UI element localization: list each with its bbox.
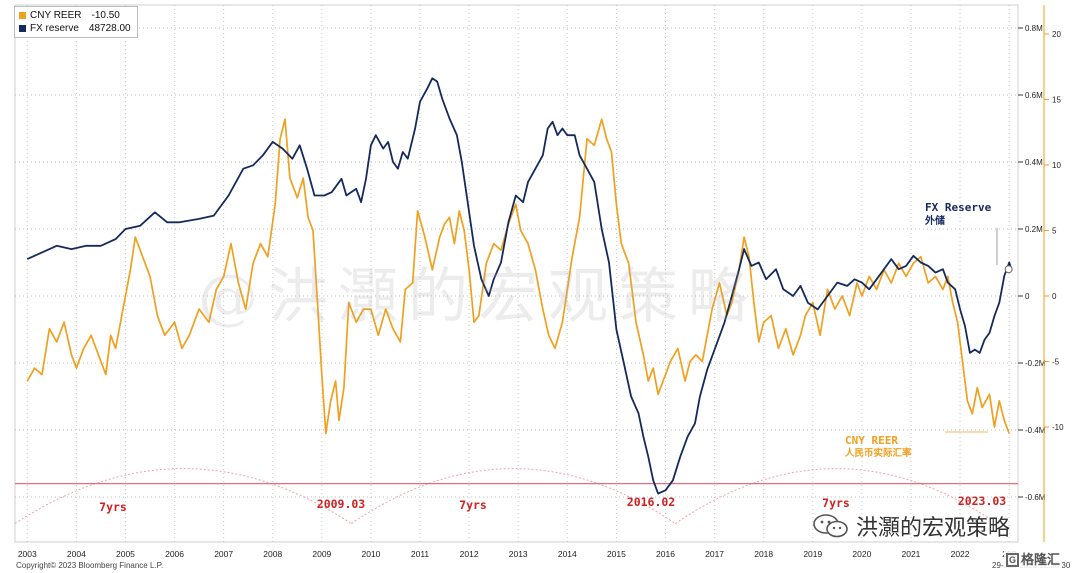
legend-swatch-fx-reserve <box>19 25 26 32</box>
legend-value-fx-reserve: 48728.00 <box>88 23 131 34</box>
legend: CNY REER -10.50 FX reserve 48728.00 <box>14 6 138 38</box>
annotation-fx-reserve: FX Reserve <box>925 201 992 214</box>
annotation-cny-reer-cn: 人民币实际汇率 <box>845 447 912 459</box>
y-left-tick-label: -0.6M <box>1025 493 1046 502</box>
x-tick-label: 2009 <box>312 549 331 559</box>
x-tick-label: 2015 <box>607 549 626 559</box>
y-right-tick-label: 10 <box>1052 161 1061 170</box>
x-tick-label: 2006 <box>165 549 184 559</box>
legend-label-cny-reer: CNY REER <box>30 10 82 21</box>
gelonghui-icon: G <box>1006 553 1020 567</box>
y-left-tick-label: 0.2M <box>1025 225 1043 234</box>
wechat-icon <box>813 514 848 538</box>
x-tick-label: 2022 <box>951 549 970 559</box>
copyright: Copyright© 2023 Bloomberg Finance L.P. <box>16 561 164 570</box>
series-line-fx-reserve <box>26 77 1013 495</box>
x-tick-label: 2010 <box>361 549 380 559</box>
x-tick-label: 2014 <box>558 549 577 559</box>
y-right-tick-label: 5 <box>1052 227 1057 236</box>
x-tick-label: 2020 <box>852 549 871 559</box>
x-tick-label: 2018 <box>754 549 773 559</box>
annotation-7yrs: 7yrs <box>99 500 127 514</box>
annotation-202303: 2023.03 <box>958 494 1007 508</box>
x-tick-label: 2012 <box>460 549 479 559</box>
x-tick-label: 2016 <box>656 549 675 559</box>
source-badge-label: 格隆汇 <box>1021 552 1061 567</box>
y-left-tick-label: 0.6M <box>1025 91 1043 100</box>
annotation-7yrs: 7yrs <box>459 498 487 512</box>
y-left-tick-label: 0.4M <box>1025 158 1043 167</box>
annotation-7yrs: 7yrs <box>822 496 850 510</box>
y-right-tick-label: 15 <box>1052 96 1061 105</box>
x-tick-label: 2017 <box>705 549 724 559</box>
y-right-tick-label: -5 <box>1052 358 1060 367</box>
x-tick-label: 2004 <box>67 549 86 559</box>
x-tick-label: 2008 <box>263 549 282 559</box>
y-left-tick-label: 0.8M <box>1025 24 1043 33</box>
annotation-fx-reserve-cn: 外储 <box>924 214 945 227</box>
plot-area <box>14 4 1019 543</box>
legend-item-fx-reserve: FX reserve 48728.00 <box>19 22 131 35</box>
annotation-201602: 2016.02 <box>627 495 675 509</box>
series-line-cny-reer <box>26 118 1010 435</box>
x-tick-label: 2013 <box>509 549 528 559</box>
y-right-tick-label: 0 <box>1052 292 1057 301</box>
x-tick-label: 2021 <box>902 549 921 559</box>
y-left-tick-label: -0.2M <box>1025 359 1046 368</box>
x-tick-label: 2003 <box>18 549 37 559</box>
legend-swatch-cny-reer <box>19 12 26 19</box>
legend-value-cny-reer: -10.50 <box>91 10 120 21</box>
annotation-cny-reer: CNY REER <box>845 434 898 447</box>
x-tick-label: 2019 <box>803 549 822 559</box>
fx-reserve-marker <box>1004 265 1013 274</box>
x-tick-label: 2011 <box>411 549 430 559</box>
y-right-tick-label: -10 <box>1052 423 1064 432</box>
cycle-arc <box>14 468 352 525</box>
legend-item-cny-reer: CNY REER -10.50 <box>19 9 131 22</box>
brand-signature: 洪灝的宏观策略 <box>812 510 1010 542</box>
legend-label-fx-reserve: FX reserve <box>30 23 79 34</box>
cycle-arc <box>675 468 998 525</box>
y-left-tick-label: 0 <box>1025 292 1030 301</box>
y-right-tick-label: 20 <box>1052 30 1061 39</box>
source-badge: G 格隆汇 <box>1004 549 1063 568</box>
x-tick-label: 2007 <box>214 549 233 559</box>
x-tick-label: 2005 <box>116 549 135 559</box>
cycle-arc <box>351 468 676 525</box>
brand-name: 洪灝的宏观策略 <box>856 516 1011 541</box>
annotation-200903: 2009.03 <box>317 497 366 511</box>
y-left-tick-label: -0.4M <box>1025 426 1046 435</box>
